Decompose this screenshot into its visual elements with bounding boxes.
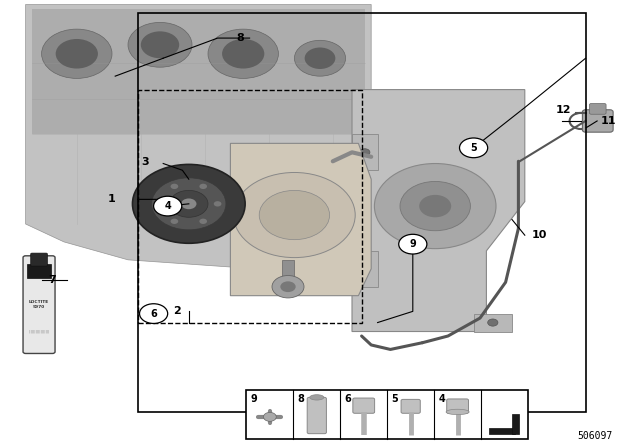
Text: 6: 6: [345, 394, 351, 404]
FancyBboxPatch shape: [353, 398, 374, 413]
Circle shape: [156, 201, 164, 207]
Circle shape: [170, 190, 208, 217]
Circle shape: [259, 190, 330, 240]
Text: 9: 9: [410, 239, 416, 249]
Text: 1: 1: [108, 194, 116, 204]
FancyBboxPatch shape: [307, 397, 326, 434]
Polygon shape: [282, 260, 294, 296]
Circle shape: [208, 29, 278, 78]
Text: 6: 6: [150, 309, 157, 319]
Polygon shape: [352, 90, 525, 332]
Circle shape: [234, 172, 355, 258]
Text: 11: 11: [600, 116, 616, 126]
FancyBboxPatch shape: [582, 110, 613, 132]
Text: 4: 4: [164, 201, 171, 211]
Circle shape: [42, 29, 112, 78]
Circle shape: [200, 184, 207, 189]
Text: 10: 10: [531, 230, 547, 240]
Circle shape: [488, 319, 498, 326]
Circle shape: [400, 181, 470, 231]
Circle shape: [132, 164, 245, 243]
Circle shape: [141, 31, 179, 58]
Text: 5: 5: [470, 143, 477, 153]
Text: 8: 8: [236, 33, 244, 43]
FancyBboxPatch shape: [474, 314, 512, 332]
FancyBboxPatch shape: [589, 103, 606, 114]
Circle shape: [360, 149, 370, 156]
Circle shape: [154, 196, 182, 216]
Circle shape: [214, 201, 221, 207]
Circle shape: [374, 164, 496, 249]
Circle shape: [199, 219, 207, 224]
Circle shape: [419, 195, 451, 217]
Circle shape: [360, 265, 370, 272]
Text: 5: 5: [392, 394, 399, 404]
FancyBboxPatch shape: [246, 390, 528, 439]
Text: 506097: 506097: [577, 431, 613, 441]
Circle shape: [280, 281, 296, 292]
Circle shape: [264, 412, 276, 421]
Text: 12: 12: [556, 105, 571, 115]
FancyBboxPatch shape: [401, 400, 420, 413]
Text: 4: 4: [438, 394, 445, 404]
Polygon shape: [32, 9, 365, 134]
FancyBboxPatch shape: [488, 428, 515, 434]
Ellipse shape: [310, 395, 324, 400]
Circle shape: [56, 39, 98, 69]
Text: 7: 7: [49, 275, 56, 285]
Polygon shape: [26, 4, 371, 269]
Circle shape: [128, 22, 192, 67]
FancyBboxPatch shape: [27, 264, 51, 278]
Circle shape: [305, 47, 335, 69]
Ellipse shape: [446, 409, 469, 415]
Text: |||||||||||||||||: |||||||||||||||||: [28, 330, 50, 333]
Circle shape: [181, 198, 196, 209]
Text: 3: 3: [141, 157, 148, 167]
Circle shape: [460, 138, 488, 158]
FancyBboxPatch shape: [352, 251, 378, 287]
Text: 8: 8: [298, 394, 305, 404]
FancyBboxPatch shape: [447, 399, 468, 413]
Polygon shape: [230, 143, 371, 296]
Circle shape: [222, 39, 264, 69]
Circle shape: [294, 40, 346, 76]
Circle shape: [170, 219, 178, 224]
Text: 9: 9: [251, 394, 258, 404]
Text: 2: 2: [173, 306, 181, 316]
Circle shape: [170, 184, 178, 189]
Circle shape: [152, 178, 226, 230]
FancyBboxPatch shape: [23, 256, 55, 353]
Circle shape: [272, 276, 304, 298]
Circle shape: [399, 234, 427, 254]
FancyBboxPatch shape: [512, 414, 518, 434]
Circle shape: [140, 304, 168, 323]
FancyBboxPatch shape: [31, 253, 47, 266]
Text: LOCTITE
5970: LOCTITE 5970: [29, 300, 49, 309]
FancyBboxPatch shape: [352, 134, 378, 170]
